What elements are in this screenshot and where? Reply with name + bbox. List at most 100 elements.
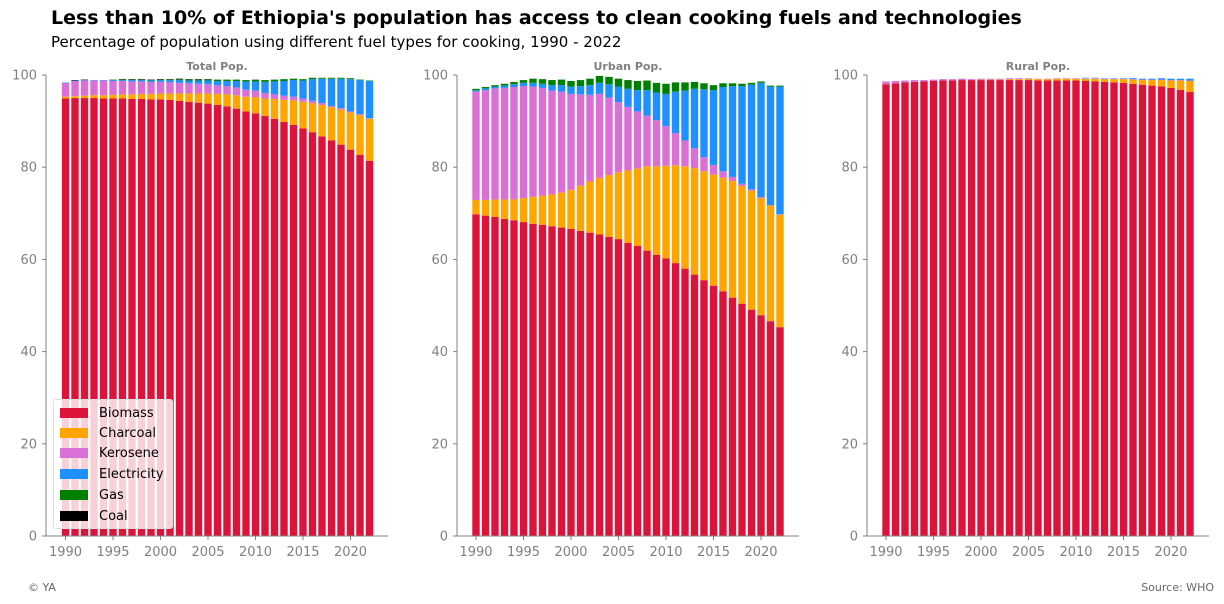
bar-rural-pop-biomass-2005 — [1024, 80, 1033, 536]
bar-urban-pop-biomass-1996 — [529, 223, 537, 536]
bar-total-pop-charcoal-2009 — [242, 96, 250, 112]
bar-urban-pop-charcoal-2014 — [700, 171, 708, 281]
bar-urban-pop-gas-1990 — [472, 88, 480, 91]
bar-urban-pop-charcoal-1990 — [472, 199, 480, 215]
bar-total-pop-electricity-2016 — [308, 79, 317, 101]
bar-urban-pop-gas-1998 — [548, 80, 556, 86]
legend-item-biomass: Biomass — [60, 403, 154, 423]
bar-total-pop-gas-2013 — [280, 79, 288, 81]
bar-total-pop-kerosene-2014 — [289, 96, 298, 101]
bar-urban-pop-kerosene-2011 — [671, 133, 680, 166]
bar-rural-pop-biomass-1993 — [910, 81, 919, 537]
bar-total-pop-gas-2011 — [261, 80, 269, 82]
bar-urban-pop-gas-2014 — [700, 83, 708, 90]
bar-urban-pop-kerosene-2002 — [586, 94, 594, 182]
y-tick-label-rural-pop-80: 80 — [841, 161, 858, 176]
bar-urban-pop-electricity-1991 — [481, 88, 490, 91]
bar-rural-pop-kerosene-2002 — [996, 78, 1004, 80]
bar-total-pop-gas-2006 — [213, 79, 222, 81]
bar-urban-pop-electricity-2007 — [633, 90, 642, 112]
bar-total-pop-electricity-1999 — [147, 80, 155, 82]
bar-urban-pop-charcoal-2004 — [605, 175, 613, 237]
bar-urban-pop-gas-2000 — [567, 80, 575, 87]
bar-urban-pop-biomass-2001 — [576, 230, 585, 536]
bar-total-pop-biomass-2022 — [365, 160, 374, 536]
bar-total-pop-electricity-2021 — [356, 80, 364, 115]
bar-rural-pop-biomass-2010 — [1072, 80, 1080, 536]
bar-rural-pop-charcoal-2015 — [1119, 79, 1128, 83]
bar-urban-pop-charcoal-2021 — [766, 205, 775, 322]
bar-rural-pop-biomass-1994 — [920, 81, 928, 536]
legend-swatch-coal — [60, 511, 88, 521]
bar-rural-pop-charcoal-2011 — [1081, 78, 1090, 81]
bar-urban-pop-kerosene-2010 — [662, 126, 670, 166]
bar-urban-pop-charcoal-1992 — [491, 199, 499, 217]
bar-total-pop-biomass-2019 — [337, 144, 345, 537]
bar-total-pop-gas-2012 — [270, 79, 279, 82]
bar-total-pop-charcoal-2017 — [318, 104, 326, 137]
bar-urban-pop-biomass-2013 — [690, 274, 699, 536]
bar-total-pop-electricity-2014 — [289, 80, 298, 97]
bar-total-pop-electricity-2007 — [223, 80, 231, 87]
bar-urban-pop-kerosene-1990 — [472, 91, 480, 200]
bar-rural-pop-charcoal-2004 — [1015, 79, 1023, 81]
bar-urban-pop-gas-1994 — [510, 81, 518, 85]
bar-urban-pop-electricity-2022 — [776, 86, 784, 215]
bar-total-pop-charcoal-2021 — [356, 115, 364, 155]
legend-label-gas: Gas — [99, 487, 124, 503]
bar-urban-pop-electricity-2002 — [586, 85, 594, 95]
bar-urban-pop-biomass-1995 — [519, 222, 528, 536]
bar-urban-pop-biomass-2012 — [681, 268, 689, 536]
bar-rural-pop-biomass-1991 — [891, 83, 900, 537]
bar-urban-pop-gas-2003 — [595, 75, 604, 83]
bar-rural-pop-biomass-2016 — [1129, 83, 1137, 536]
y-tick-label-total-pop-80: 80 — [20, 161, 37, 176]
bar-urban-pop-charcoal-2006 — [624, 170, 632, 243]
bar-rural-pop-charcoal-2013 — [1100, 79, 1109, 82]
bar-urban-pop-biomass-1990 — [472, 214, 480, 536]
bar-total-pop-charcoal-2012 — [270, 98, 279, 119]
bar-urban-pop-kerosene-1995 — [519, 86, 528, 199]
bar-urban-pop-kerosene-2007 — [633, 111, 642, 169]
bar-total-pop-biomass-1990 — [61, 98, 70, 536]
bar-total-pop-electricity-1998 — [137, 80, 146, 82]
bar-rural-pop-charcoal-2017 — [1138, 80, 1147, 85]
bar-total-pop-kerosene-2015 — [299, 98, 307, 102]
bar-urban-pop-gas-2013 — [690, 81, 699, 89]
bar-total-pop-charcoal-1995 — [109, 94, 117, 99]
bar-urban-pop-electricity-2003 — [595, 82, 604, 94]
bar-urban-pop-kerosene-1992 — [491, 88, 499, 200]
panel-title-total-pop: Total Pop. — [186, 60, 248, 73]
bar-urban-pop-electricity-2000 — [567, 86, 575, 94]
legend-label-biomass: Biomass — [99, 405, 154, 421]
bar-urban-pop-biomass-1991 — [481, 215, 490, 537]
bar-total-pop-biomass-2014 — [289, 124, 298, 536]
bar-total-pop-biomass-2020 — [346, 149, 355, 536]
bar-urban-pop-gas-2020 — [757, 81, 765, 83]
bar-total-pop-kerosene-2004 — [194, 83, 203, 94]
bar-total-pop-charcoal-2016 — [308, 103, 317, 133]
bar-rural-pop-biomass-2003 — [1005, 80, 1014, 536]
bar-urban-pop-biomass-2004 — [605, 236, 613, 536]
y-tick-label-total-pop-60: 60 — [20, 253, 37, 268]
x-tick-label-rural-pop-2020: 2020 — [1154, 545, 1187, 560]
bar-urban-pop-kerosene-2004 — [605, 97, 613, 176]
bar-urban-pop-gas-2015 — [709, 85, 718, 91]
footer-credit: © YA — [28, 581, 56, 594]
x-tick-label-total-pop-2010: 2010 — [239, 545, 272, 560]
bar-total-pop-charcoal-2015 — [299, 101, 307, 129]
bar-urban-pop-biomass-2017 — [728, 297, 737, 536]
bar-total-pop-electricity-2011 — [261, 81, 269, 93]
bar-total-pop-gas-2019 — [337, 77, 345, 79]
bar-total-pop-charcoal-2002 — [175, 93, 184, 101]
legend-item-gas: Gas — [60, 485, 124, 505]
bar-rural-pop-electricity-2020 — [1167, 78, 1175, 81]
bar-urban-pop-gas-2001 — [576, 80, 585, 87]
bar-total-pop-biomass-2003 — [185, 101, 193, 537]
bar-total-pop-biomass-2011 — [261, 116, 269, 536]
bar-total-pop-charcoal-2003 — [185, 93, 193, 102]
bar-rural-pop-biomass-2019 — [1157, 86, 1166, 536]
bar-total-pop-electricity-2006 — [213, 80, 222, 86]
bar-total-pop-gas-2015 — [299, 79, 307, 81]
x-tick-label-rural-pop-2015: 2015 — [1107, 545, 1140, 560]
